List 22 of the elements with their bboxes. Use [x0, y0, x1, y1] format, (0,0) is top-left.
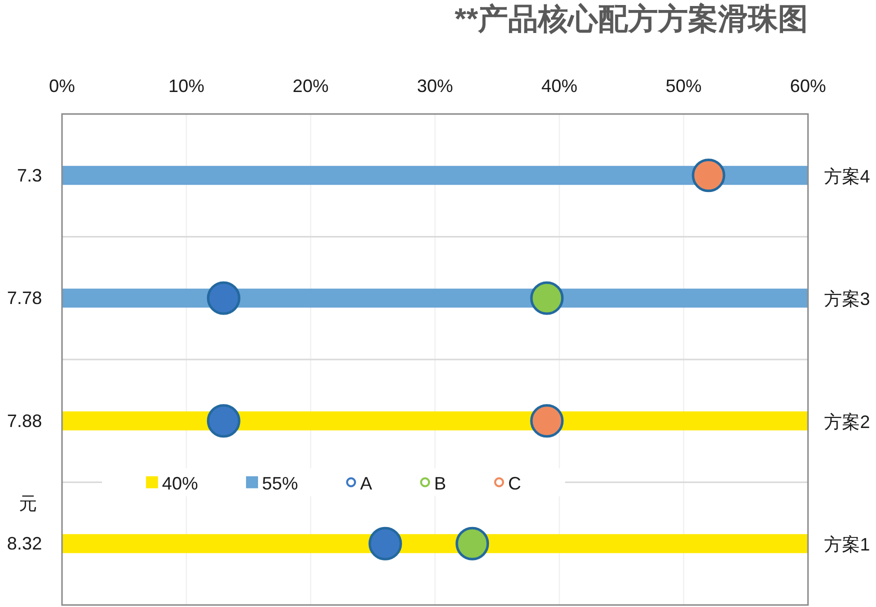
x-tick-label: 50%	[666, 76, 702, 96]
x-tick-label: 60%	[790, 76, 826, 96]
legend-label: A	[360, 473, 372, 494]
legend-label: 40%	[162, 473, 198, 494]
x-tick-label: 10%	[168, 76, 204, 96]
y-tick-label: 7.78	[6, 288, 42, 308]
y2-tick-label: 方案4	[824, 166, 870, 186]
y2-tick-label: 方案1	[824, 534, 870, 555]
x-tick-label: 40%	[541, 76, 578, 96]
y-tick-label: 7.88	[6, 410, 42, 431]
x-tick-label: 30%	[416, 76, 454, 96]
y-tick-label: 7.3	[16, 165, 42, 186]
y2-tick-label: 方案3	[824, 289, 870, 310]
y2-tick-label: 方案2	[824, 412, 870, 432]
chart-title: **产品核心配方方案滑珠图	[454, 2, 808, 36]
legend-label: B	[434, 473, 446, 494]
y-tick-label: 8.32	[6, 534, 42, 554]
x-tick-label: 20%	[292, 76, 329, 96]
legend-label: 55%	[262, 473, 298, 494]
y-axis-title: 元	[19, 493, 37, 514]
x-tick-label: 0%	[48, 76, 76, 96]
legend-label: C	[508, 473, 522, 494]
